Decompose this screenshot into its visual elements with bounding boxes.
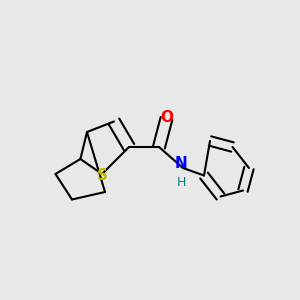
Text: N: N	[175, 156, 188, 171]
Text: S: S	[97, 168, 107, 183]
Text: H: H	[177, 176, 186, 190]
Text: O: O	[160, 110, 173, 124]
